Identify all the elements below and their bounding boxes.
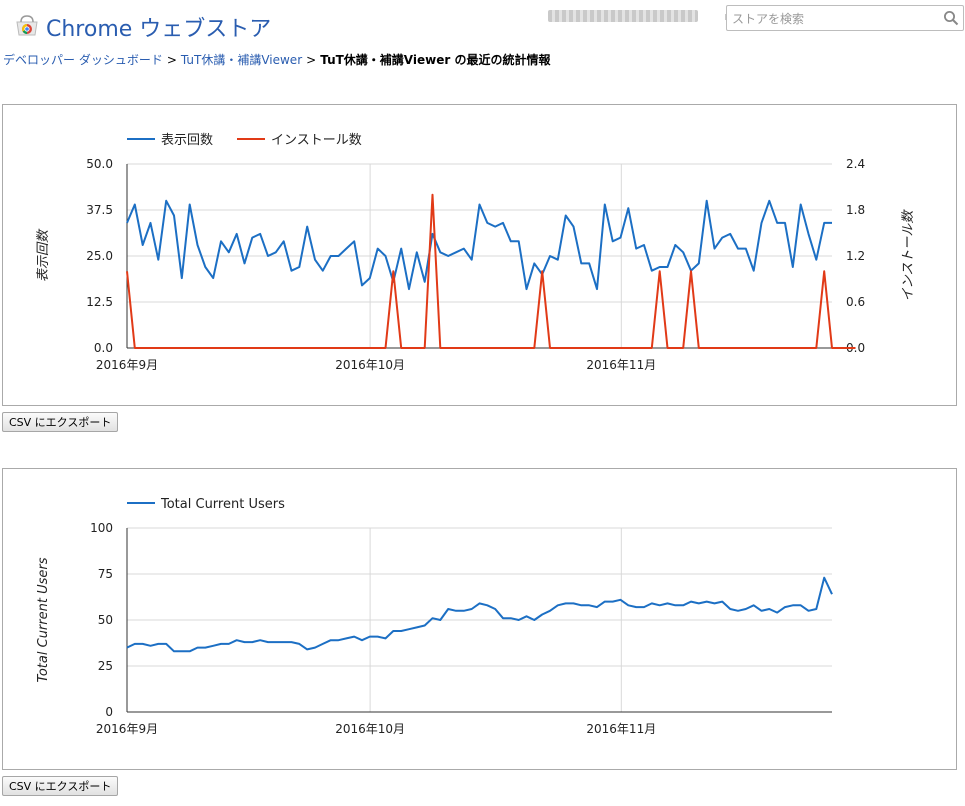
series-line-views [126, 576, 833, 653]
x-tick-label: 2016年10月 [335, 722, 405, 736]
y-tick-label: 50 [98, 613, 113, 627]
store-title[interactable]: Chrome ウェブストア [46, 17, 272, 42]
x-tick-label: 2016年9月 [96, 358, 158, 372]
breadcrumb-item-link[interactable]: TuT休講・補講Viewer [180, 53, 303, 67]
series-line-installs [126, 193, 856, 349]
breadcrumb-separator: > [166, 53, 177, 67]
search-box[interactable] [726, 5, 964, 31]
breadcrumb-separator: > [306, 53, 317, 67]
breadcrumb-dashboard-link[interactable]: デベロッパー ダッシュボード [3, 53, 163, 67]
y-axis-title: 表示回数 [36, 228, 51, 282]
y2-tick-label: 0.6 [846, 295, 865, 309]
legend-label: 表示回数 [161, 133, 213, 148]
series-line-views [126, 199, 832, 291]
y2-tick-label: 1.2 [846, 249, 865, 263]
breadcrumb: デベロッパー ダッシュボード > TuT休講・補講Viewer > TuT休講・補講Vi… [3, 51, 550, 68]
y-tick-label: 100 [90, 521, 113, 535]
y2-tick-label: 0.0 [846, 341, 865, 355]
y-axis-title: Total Current Users [36, 557, 51, 682]
y-tick-label: 25 [98, 659, 113, 673]
installs-chart-panel: 0.0 12.5 25.0 37.5 50.0 0.0 0.6 1.2 1.8 2.4 2016年9… [2, 104, 957, 406]
impressions-installs-chart: 0.0 12.5 25.0 37.5 50.0 0.0 0.6 1.2 1.8 2.4 2016年9… [36, 133, 916, 372]
account-email-redacted[interactable] [548, 10, 698, 22]
y-tick-label: 25.0 [86, 249, 113, 263]
y-tick-label: 0.0 [94, 341, 113, 355]
header: Chrome ウェブストア [0, 0, 965, 46]
x-tick-label: 2016年9月 [96, 722, 158, 736]
y-tick-label: 37.5 [86, 203, 113, 217]
total-users-chart: 0 25 50 75 100 2016年9月 2016年10月 2016年11月 Total C… [36, 497, 833, 736]
csv-export-button[interactable]: CSV にエクスポート [2, 412, 119, 432]
legend-label: インストール数 [271, 133, 362, 148]
chrome-logo-icon[interactable] [16, 14, 38, 36]
y-tick-label: 75 [98, 567, 113, 581]
y-tick-label: 50.0 [86, 157, 113, 171]
users-chart-panel: 0 25 50 75 100 2016年9月 2016年10月 2016年11月 Total C… [2, 468, 957, 770]
y-tick-label: 12.5 [86, 295, 113, 309]
csv-export-button[interactable]: CSV にエクスポート [2, 776, 119, 796]
search-input[interactable] [730, 9, 944, 29]
y2-tick-label: 1.8 [846, 203, 865, 217]
y-tick-label: 0 [105, 705, 113, 719]
x-tick-label: 2016年10月 [335, 358, 405, 372]
legend-label: Total Current Users [160, 497, 285, 512]
x-tick-label: 2016年11月 [586, 722, 656, 736]
search-icon[interactable] [943, 10, 959, 26]
breadcrumb-current: TuT休講・補講Viewer の最近の統計情報 [320, 53, 551, 67]
y2-tick-label: 2.4 [846, 157, 865, 171]
x-tick-label: 2016年11月 [586, 358, 656, 372]
y2-axis-title: インストール数 [901, 209, 916, 302]
